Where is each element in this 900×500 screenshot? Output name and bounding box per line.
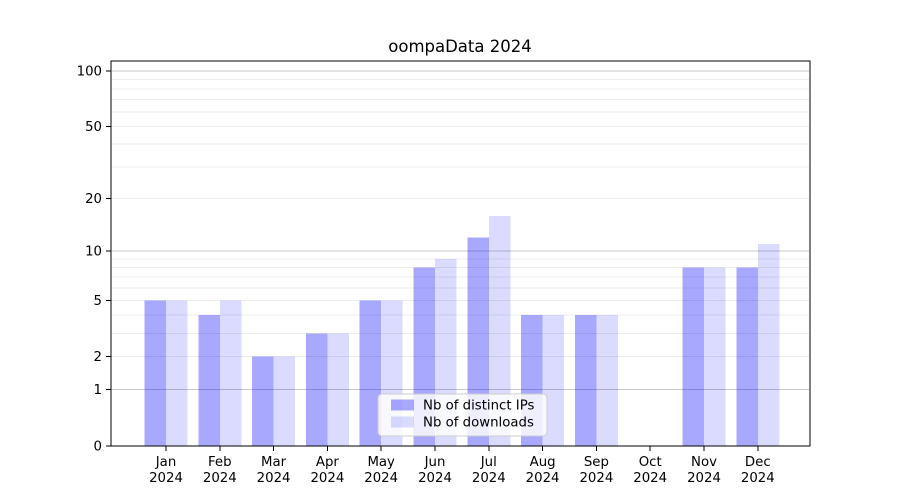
y-tick-label-10: 10 — [85, 245, 102, 260]
legend-box — [377, 393, 548, 437]
x-tick-year-nov: 2024 — [687, 471, 721, 486]
bar-feb-distinct-ips — [198, 315, 220, 446]
x-tick-label-oct: Oct — [639, 455, 662, 470]
x-tick-year-feb: 2024 — [203, 471, 237, 486]
x-tick-label-nov: Nov — [691, 455, 717, 470]
x-tick-year-jul: 2024 — [472, 471, 506, 486]
y-tick-label-0: 0 — [94, 440, 102, 455]
legend-swatch-downloads-icon — [391, 416, 414, 428]
y-tick-label-50: 50 — [85, 120, 102, 135]
bar-feb-downloads — [219, 300, 242, 446]
y-tick-label-2: 2 — [94, 350, 102, 365]
legend: Nb of distinct IPs Nb of downloads — [377, 393, 548, 437]
bar-mar-downloads — [273, 356, 296, 446]
bar-mar-distinct-ips — [252, 356, 274, 446]
legend-label-downloads: Nb of downloads — [423, 416, 534, 431]
bar-apr-distinct-ips — [305, 333, 328, 446]
x-tick-label-feb: Feb — [208, 455, 232, 470]
x-tick-label-jun: Jun — [424, 455, 446, 470]
x-tick-year-may: 2024 — [364, 471, 398, 486]
bar-nov-distinct-ips — [682, 267, 704, 446]
bar-sep-distinct-ips — [574, 315, 597, 446]
gridlines — [112, 70, 809, 391]
plot-border — [110, 60, 811, 447]
bar-may-distinct-ips — [359, 300, 382, 446]
x-tick-label-mar: Mar — [261, 455, 287, 470]
chart-title: oompaData 2024 — [388, 37, 531, 56]
y-tick-label-5: 5 — [94, 294, 102, 309]
bar-nov-downloads — [704, 267, 726, 446]
x-tick-year-oct: 2024 — [633, 471, 667, 486]
y-tick-label-1: 1 — [94, 383, 102, 398]
x-tick-year-mar: 2024 — [257, 471, 291, 486]
x-tick-label-jan: Jan — [155, 455, 177, 470]
x-tick-year-dec: 2024 — [741, 471, 775, 486]
legend-label-distinct-ips: Nb of distinct IPs — [423, 399, 535, 414]
bar-sep-downloads — [596, 315, 618, 446]
x-tick-year-jun: 2024 — [418, 471, 452, 486]
bar-apr-downloads — [327, 333, 349, 446]
x-tick-label-apr: Apr — [316, 455, 340, 470]
bar-jul-downloads — [488, 215, 511, 446]
bar-dec-distinct-ips — [736, 267, 758, 446]
legend-swatch-distinct-ips-icon — [391, 399, 414, 411]
bar-jan-distinct-ips — [144, 300, 166, 446]
x-tick-label-may: May — [367, 455, 395, 470]
x-tick-label-aug: Aug — [530, 455, 556, 470]
axes: 0125102050100Jan2024Feb2024Mar2024Apr202… — [77, 64, 775, 486]
x-tick-label-dec: Dec — [745, 455, 771, 470]
bar-jan-downloads — [166, 300, 188, 446]
bar-aug-downloads — [542, 315, 565, 446]
x-tick-label-jul: Jul — [480, 455, 497, 470]
x-tick-label-sep: Sep — [584, 455, 609, 470]
x-tick-year-jan: 2024 — [149, 471, 183, 486]
y-tick-label-20: 20 — [85, 192, 102, 207]
y-tick-label-100: 100 — [77, 64, 102, 79]
x-tick-year-aug: 2024 — [526, 471, 560, 486]
x-tick-year-apr: 2024 — [310, 471, 344, 486]
x-tick-year-sep: 2024 — [579, 471, 613, 486]
bar-dec-downloads — [757, 244, 780, 446]
